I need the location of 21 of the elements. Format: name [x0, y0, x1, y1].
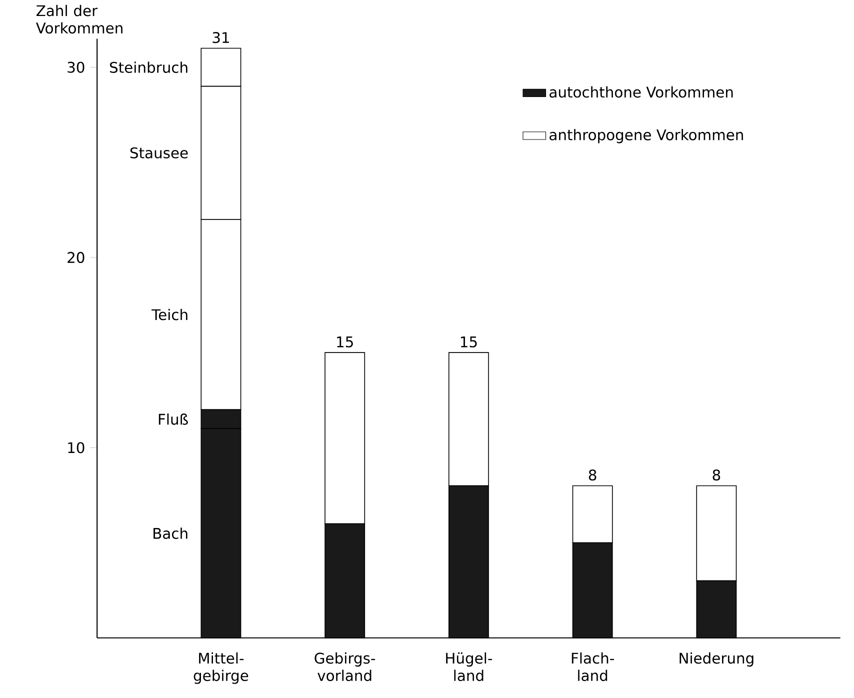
legend-label: anthropogene Vorkommen — [550, 129, 743, 144]
x-tick-label: Hügel- land — [446, 652, 492, 682]
legend-label: autochthone Vorkommen — [550, 86, 733, 98]
annotation: Steinbruch — [110, 62, 188, 73]
y-tick-label: 30 — [68, 62, 84, 73]
y-tick-label: 20 — [68, 252, 84, 264]
x-tick-label: Mittel- gebirge — [194, 652, 248, 684]
total-label: 8 — [588, 469, 596, 481]
total-label: 15 — [460, 336, 477, 348]
x-tick-label: Flach- land — [572, 652, 614, 682]
total-label: 8 — [712, 469, 720, 481]
y-axis-title: Zahl der Vorkommen — [36, 4, 122, 34]
annotation: Stausee — [130, 147, 188, 158]
annotation: Bach — [154, 528, 188, 539]
x-tick-label: Niederung — [680, 652, 754, 667]
y-tick-label: 10 — [68, 442, 84, 454]
x-tick-label: Gebirgs- vorland — [314, 652, 376, 682]
annotation: Fluß — [158, 413, 188, 425]
total-label: 31 — [212, 32, 229, 44]
annotation: Teich — [152, 308, 188, 320]
total-label: 15 — [337, 336, 353, 348]
